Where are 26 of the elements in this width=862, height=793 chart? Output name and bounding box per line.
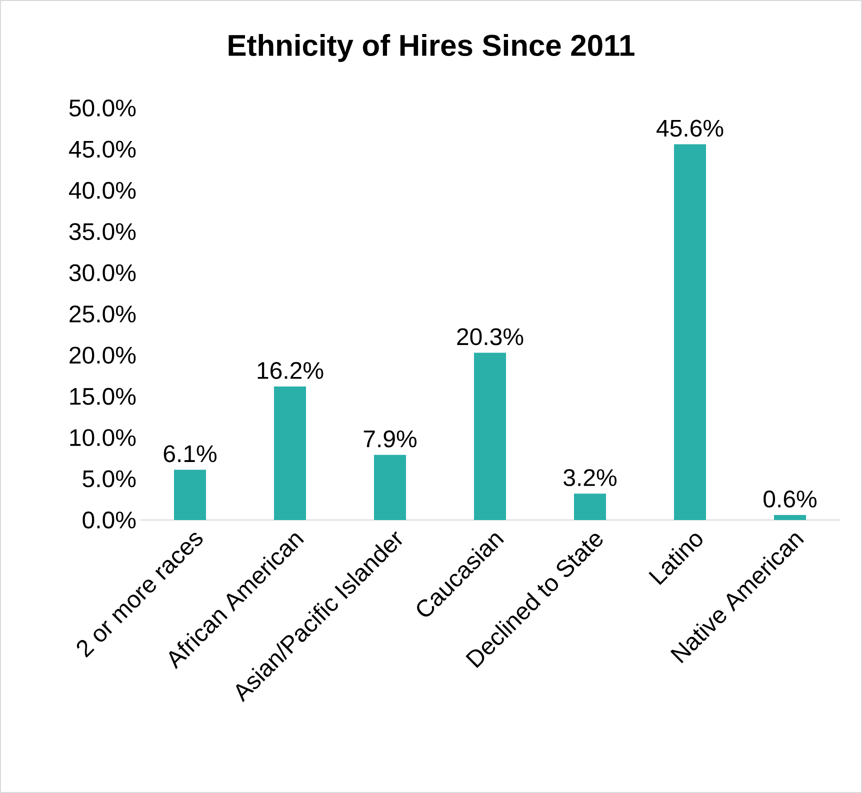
y-tick-label: 5.0% [82,470,136,488]
y-tick-label: 30.0% [69,264,136,282]
bar [774,515,806,520]
bar [274,386,306,520]
y-tick-label: 40.0% [68,182,136,199]
data-label: 16.2% [258,362,324,379]
y-tick-label: 0.0% [82,511,136,528]
data-label: 3.2% [564,469,616,486]
bar [574,494,606,520]
chart-title: Ethnicity of Hires Since 2011 [228,34,634,62]
y-tick-label: 35.0% [69,223,136,240]
bar [374,454,406,520]
y-tick-label: 20.0% [70,346,136,364]
y-tick-label: 25.0% [70,305,136,322]
bar [474,352,506,520]
y-tick-label: 10.0% [70,429,136,446]
data-label: 20.3% [457,328,524,346]
data-label: 45.6% [656,120,724,137]
bar [174,470,206,520]
y-tick-label: 15.0% [70,388,136,405]
bar [674,144,706,520]
data-label: 6.1% [164,445,216,462]
y-tick-label: 45.0% [68,140,136,158]
data-label: 0.6% [764,490,816,508]
y-tick-label: 50.0% [69,99,136,116]
data-label: 7.9% [364,430,416,448]
